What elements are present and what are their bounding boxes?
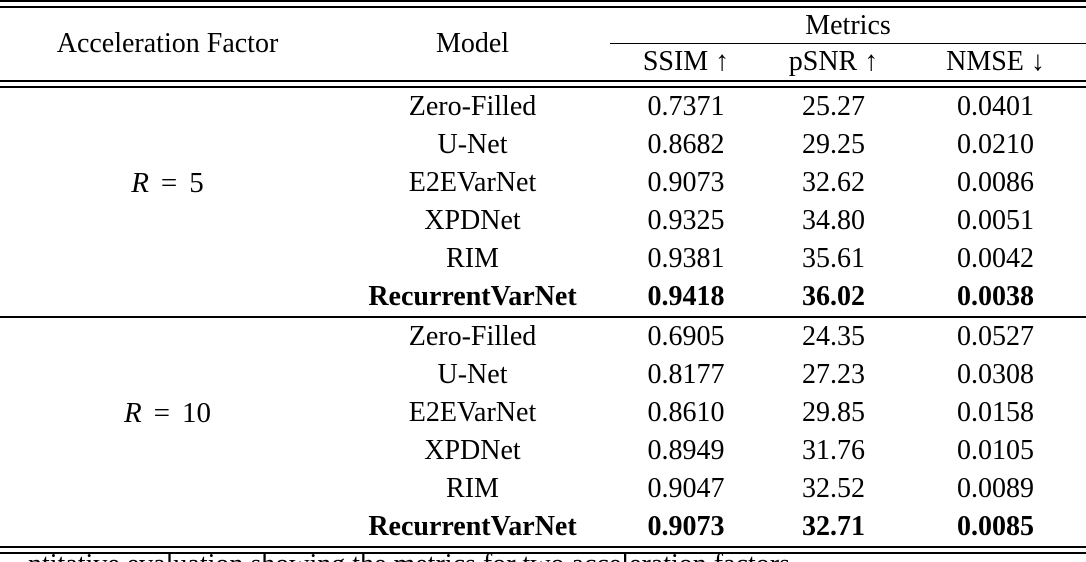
psnr-value: 29.85	[802, 397, 865, 428]
model-name: Zero-Filled	[408, 91, 537, 122]
ssim-value: 0.6905	[647, 321, 725, 352]
table-header: Acceleration Factor Model Metrics SSIM ↑…	[0, 8, 1086, 80]
model-name: RIM	[446, 473, 499, 504]
ssim-value-best: 0.9073	[647, 511, 725, 542]
nmse-value: 0.0308	[957, 359, 1034, 390]
psnr-value: 27.23	[802, 359, 865, 390]
accel-variable: R	[123, 396, 142, 429]
accel-equals: =	[160, 166, 178, 199]
acceleration-factor-r10: R = 10	[0, 318, 335, 546]
nmse-value: 0.0527	[957, 321, 1034, 352]
model-name: U-Net	[437, 359, 508, 390]
section-r5: R = 5 Zero-Filled 0.7371 25.27 0.0401 U-Ne…	[0, 88, 1086, 316]
psnr-value: 29.25	[802, 129, 865, 160]
nmse-value-best: 0.0085	[957, 511, 1034, 542]
psnr-value: 32.52	[802, 473, 865, 504]
nmse-value: 0.0051	[957, 205, 1034, 236]
psnr-value: 25.27	[802, 91, 865, 122]
model-name: RIM	[446, 243, 499, 274]
psnr-value: 32.62	[802, 167, 865, 198]
section-divider-rule	[0, 316, 1086, 318]
model-name: E2EVarNet	[408, 397, 537, 428]
header-model: Model	[435, 28, 510, 59]
header-metrics-group: Metrics	[610, 8, 1086, 44]
acceleration-factor-label: R = 10	[124, 397, 211, 430]
ssim-value: 0.8682	[647, 129, 725, 160]
acceleration-factor-label: R = 5	[131, 167, 204, 200]
ssim-value: 0.9381	[647, 243, 725, 274]
header-ssim: SSIM ↑	[642, 46, 730, 77]
model-name: XPDNet	[424, 205, 521, 236]
accel-equals: =	[153, 396, 171, 429]
nmse-value: 0.0158	[957, 397, 1034, 428]
top-double-rule	[0, 0, 1086, 8]
psnr-value: 24.35	[802, 321, 865, 352]
ssim-value: 0.7371	[647, 91, 725, 122]
ssim-value: 0.8949	[647, 435, 725, 466]
accel-value: 10	[182, 396, 212, 429]
nmse-value: 0.0042	[957, 243, 1034, 274]
header-psnr: pSNR ↑	[788, 46, 879, 77]
model-name: XPDNet	[424, 435, 521, 466]
model-name-best: RecurrentVarNet	[368, 281, 577, 312]
section-r10: R = 10 Zero-Filled 0.6905 24.35 0.0527 U-N…	[0, 318, 1086, 546]
ssim-value: 0.9325	[647, 205, 725, 236]
model-name: U-Net	[437, 129, 508, 160]
accel-value: 5	[189, 166, 204, 199]
bottom-double-rule	[0, 546, 1086, 554]
ssim-value: 0.9047	[647, 473, 725, 504]
acceleration-factor-r5: R = 5	[0, 88, 335, 316]
psnr-value-best: 32.71	[802, 511, 865, 542]
nmse-value: 0.0401	[957, 91, 1034, 122]
header-double-rule	[0, 80, 1086, 88]
nmse-value: 0.0086	[957, 167, 1034, 198]
nmse-value: 0.0210	[957, 129, 1034, 160]
nmse-value: 0.0105	[957, 435, 1034, 466]
model-name: Zero-Filled	[408, 321, 537, 352]
ssim-value: 0.8610	[647, 397, 725, 428]
psnr-value-best: 36.02	[802, 281, 865, 312]
model-name-best: RecurrentVarNet	[368, 511, 577, 542]
nmse-value-best: 0.0038	[957, 281, 1034, 312]
ssim-value-best: 0.9418	[647, 281, 725, 312]
model-name: E2EVarNet	[408, 167, 537, 198]
psnr-value: 35.61	[802, 243, 865, 274]
header-nmse: NMSE ↓	[946, 46, 1045, 77]
ssim-value: 0.9073	[647, 167, 725, 198]
psnr-value: 34.80	[802, 205, 865, 236]
caption-clipped: ntitative evaluation showing the metrics…	[0, 554, 1086, 562]
psnr-value: 31.76	[802, 435, 865, 466]
accel-variable: R	[131, 166, 149, 199]
caption-text: ntitative evaluation showing the metrics…	[28, 554, 1086, 562]
nmse-value: 0.0089	[957, 473, 1034, 504]
header-acceleration-factor: Acceleration Factor	[56, 28, 279, 59]
ssim-value: 0.8177	[647, 359, 725, 390]
